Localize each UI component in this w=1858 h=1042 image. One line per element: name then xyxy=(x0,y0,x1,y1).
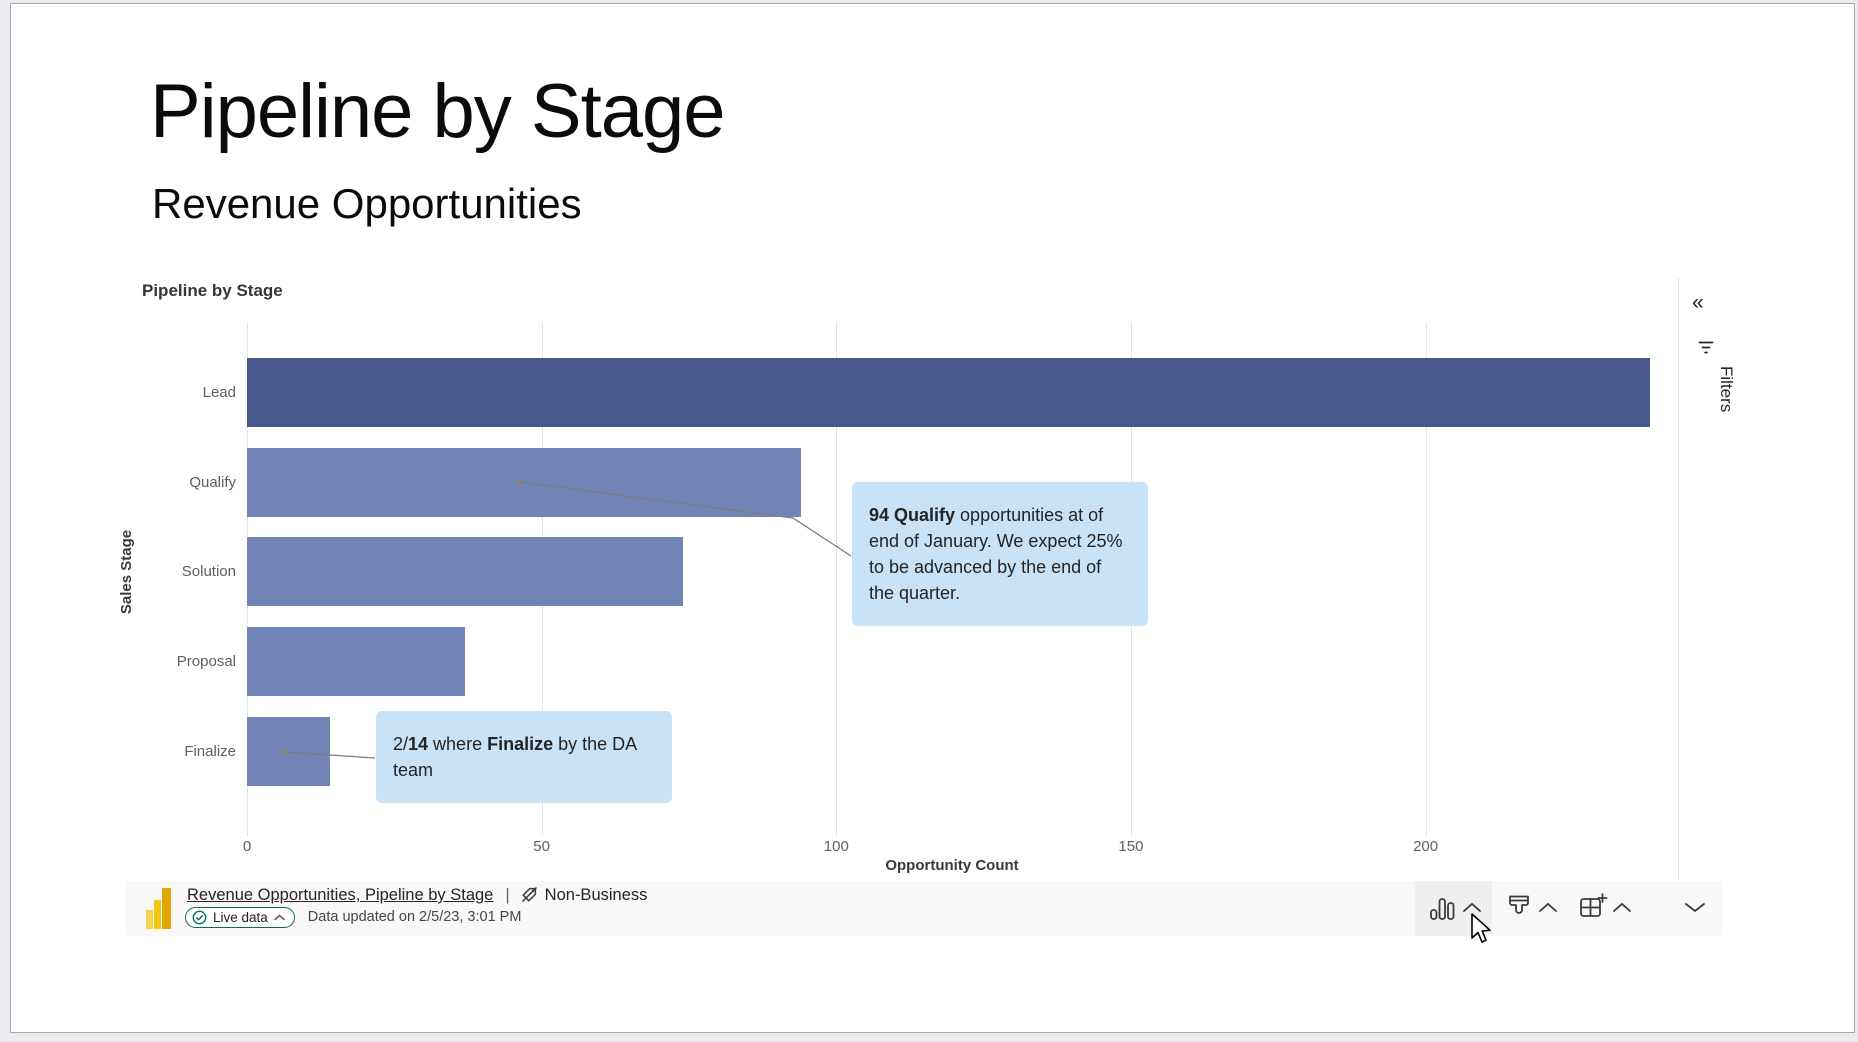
annotation-callout-finalize: 2/14 where Finalize by the DA team xyxy=(376,711,672,803)
live-data-badge[interactable]: Live data xyxy=(185,906,295,928)
sensitivity-label-text: Non-Business xyxy=(544,886,648,904)
mouse-cursor xyxy=(1468,912,1494,946)
data-updated-text: Data updated on 2/5/23, 3:01 PM xyxy=(307,909,522,925)
x-axis-title: Opportunity Count xyxy=(885,857,1019,874)
chevron-up-icon[interactable] xyxy=(1538,901,1558,914)
filters-pane-divider xyxy=(1678,278,1679,879)
x-tick-label-200: 200 xyxy=(1413,838,1439,855)
chevron-double-left-icon: « xyxy=(1692,291,1704,314)
x-tick-label-50: 50 xyxy=(533,838,550,855)
x-tick-label-0: 0 xyxy=(242,838,252,855)
power-bi-logo-icon xyxy=(146,888,174,932)
sensitivity-label-icon xyxy=(520,885,539,904)
check-circle-icon xyxy=(192,910,207,925)
annotation-callout-qualify: 94 Qualify opportunities at of end of Ja… xyxy=(852,482,1148,626)
filters-pane-expand-button[interactable]: « xyxy=(1692,291,1704,314)
paint-brush-format-button[interactable] xyxy=(1506,894,1532,922)
filters-pane-label: Filters xyxy=(1717,366,1736,413)
bar-lead[interactable] xyxy=(247,358,1650,427)
filter-funnel-icon xyxy=(1697,339,1715,357)
y-category-label-qualify: Qualify xyxy=(189,473,236,491)
y-category-label-finalize: Finalize xyxy=(184,742,236,760)
chevron-down-collapse-button[interactable] xyxy=(1684,901,1706,914)
bar-solution[interactable] xyxy=(247,537,684,607)
bar-finalize[interactable] xyxy=(247,716,330,786)
visual-title: Pipeline by Stage xyxy=(142,281,283,300)
page-subtitle: Revenue Opportunities xyxy=(152,180,582,227)
bar-proposal[interactable] xyxy=(247,627,466,697)
column-chart-visual-button[interactable] xyxy=(1428,895,1456,923)
y-category-label-solution: Solution xyxy=(181,563,236,581)
page-title: Pipeline by Stage xyxy=(150,69,726,154)
footer-status-row: Live data Data updated on 2/5/23, 3:01 P… xyxy=(185,905,521,929)
chevron-up-icon[interactable] xyxy=(1612,901,1632,914)
y-axis-title: Sales Stage xyxy=(118,529,135,615)
gridline-100 xyxy=(836,323,838,836)
footer-source-row: Revenue Opportunities, Pipeline by Stage… xyxy=(187,885,647,907)
report-source-link[interactable]: Revenue Opportunities, Pipeline by Stage xyxy=(187,886,494,904)
x-tick-label-150: 150 xyxy=(1118,838,1144,855)
chevron-up-icon[interactable] xyxy=(1462,901,1482,914)
live-data-label: Live data xyxy=(213,909,268,925)
gridline-200 xyxy=(1425,323,1427,836)
footer-separator: | xyxy=(505,886,510,904)
chevron-up-icon xyxy=(274,914,285,921)
y-category-label-lead: Lead xyxy=(202,384,236,401)
add-visual-grid-button[interactable] xyxy=(1578,892,1608,922)
y-category-label-proposal: Proposal xyxy=(176,653,236,671)
bar-qualify[interactable] xyxy=(247,447,801,517)
x-tick-label-100: 100 xyxy=(823,838,849,855)
